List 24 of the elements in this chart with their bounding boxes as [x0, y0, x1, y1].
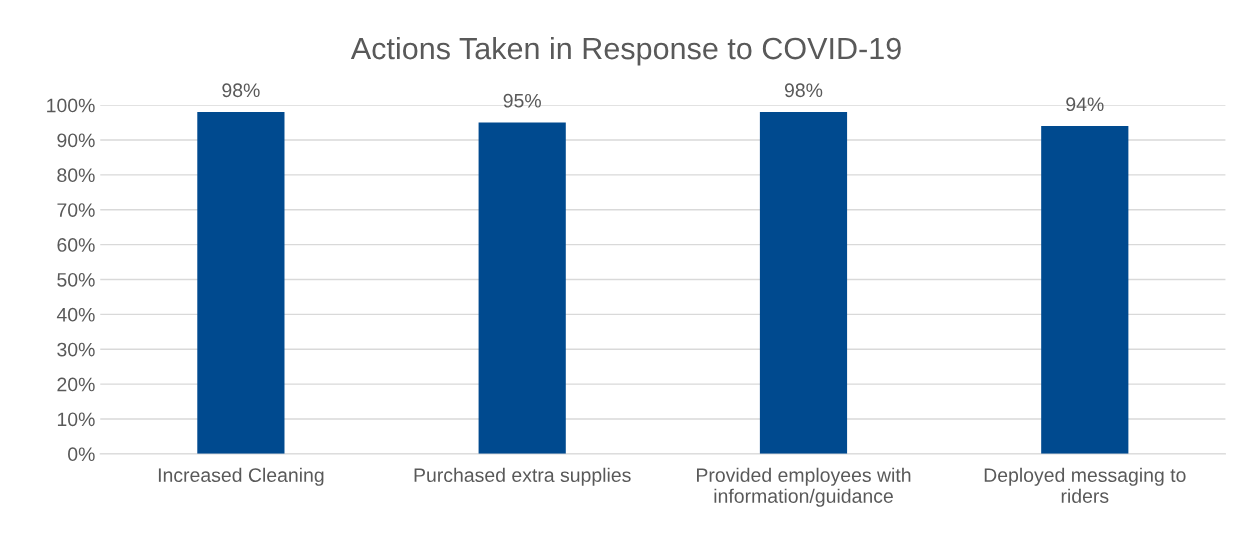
y-tick-label: 0%	[68, 447, 95, 462]
y-tick-label: 70%	[57, 203, 95, 217]
x-tick-label: Deployed messaging to riders	[984, 467, 1186, 503]
y-tick-label: 60%	[57, 238, 95, 252]
y-tick-label: 30%	[57, 342, 95, 357]
y-tick-label: 20%	[57, 377, 95, 392]
x-tick-label: Provided employees with information/guidance	[697, 467, 911, 507]
bar	[478, 122, 566, 454]
data-label: 98%	[222, 83, 260, 98]
bar	[197, 112, 285, 454]
data-label: 95%	[503, 93, 541, 108]
y-tick-label: 80%	[57, 168, 95, 183]
bar	[1041, 126, 1129, 454]
data-label: 98%	[784, 83, 823, 98]
y-tick-label: 50%	[57, 272, 95, 287]
y-tick-label: 40%	[56, 307, 95, 322]
y-tick-label: 10%	[57, 412, 95, 427]
bar	[759, 112, 848, 454]
chart-title: Actions Taken in Response to COVID-19	[350, 36, 901, 66]
y-tick-label: 90%	[57, 133, 95, 148]
x-tick-label: Increased Cleaning	[158, 467, 324, 486]
x-tick-label: Purchased extra supplies	[414, 467, 631, 486]
data-label: 94%	[1066, 97, 1104, 112]
y-tick-label: 100%	[47, 98, 95, 113]
